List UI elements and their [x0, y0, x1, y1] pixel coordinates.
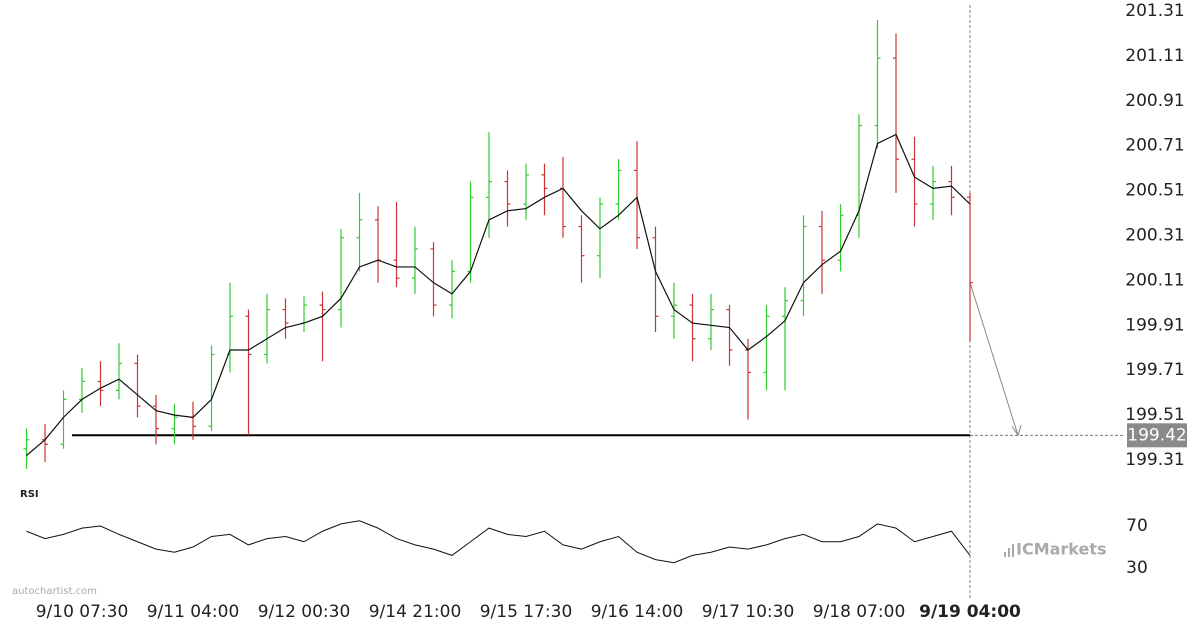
rsi-title: RSI [20, 489, 39, 500]
forecast-arrowhead [1011, 425, 1022, 437]
x-tick-label: 9/15 17:30 [480, 602, 573, 622]
y-tick-label: 200.91 [1125, 91, 1184, 111]
y-tick-label: 200.31 [1125, 226, 1184, 246]
moving-average [26, 133, 971, 456]
forecast-arrow [969, 282, 1019, 436]
y-tick-label: 200.11 [1125, 270, 1184, 290]
x-tick-label: 9/18 07:00 [813, 602, 906, 622]
rsi-tick-label: 30 [1126, 558, 1148, 578]
y-tick-label: 200.71 [1125, 136, 1184, 156]
rsi-line [26, 520, 971, 564]
x-tick-label: 9/19 04:00 [919, 602, 1021, 622]
y-tick-label: 201.11 [1125, 46, 1184, 66]
x-tick-label: 9/14 21:00 [369, 602, 462, 622]
y-tick-label: 201.31 [1125, 1, 1184, 21]
x-tick-label: 9/16 14:00 [591, 602, 684, 622]
y-tick-label: 199.91 [1125, 315, 1184, 335]
x-tick-label: 9/10 07:30 [36, 602, 129, 622]
y-tick-label: 200.51 [1125, 181, 1184, 201]
y-tick-label: 199.51 [1125, 405, 1184, 425]
logo: ICMarkets [1016, 540, 1107, 559]
logo-icon [1004, 544, 1014, 557]
level-label-box [1127, 423, 1187, 448]
level-label: 199.42 [1127, 425, 1186, 445]
x-tick-label: 9/17 10:30 [702, 602, 795, 622]
y-tick-label: 199.71 [1125, 360, 1184, 380]
watermark: autochartist.com [12, 586, 97, 597]
x-tick-label: 9/11 04:00 [147, 602, 240, 622]
rsi-tick-label: 70 [1126, 516, 1148, 536]
x-tick-label: 9/12 00:30 [258, 602, 351, 622]
y-tick-label: 199.31 [1125, 450, 1184, 470]
